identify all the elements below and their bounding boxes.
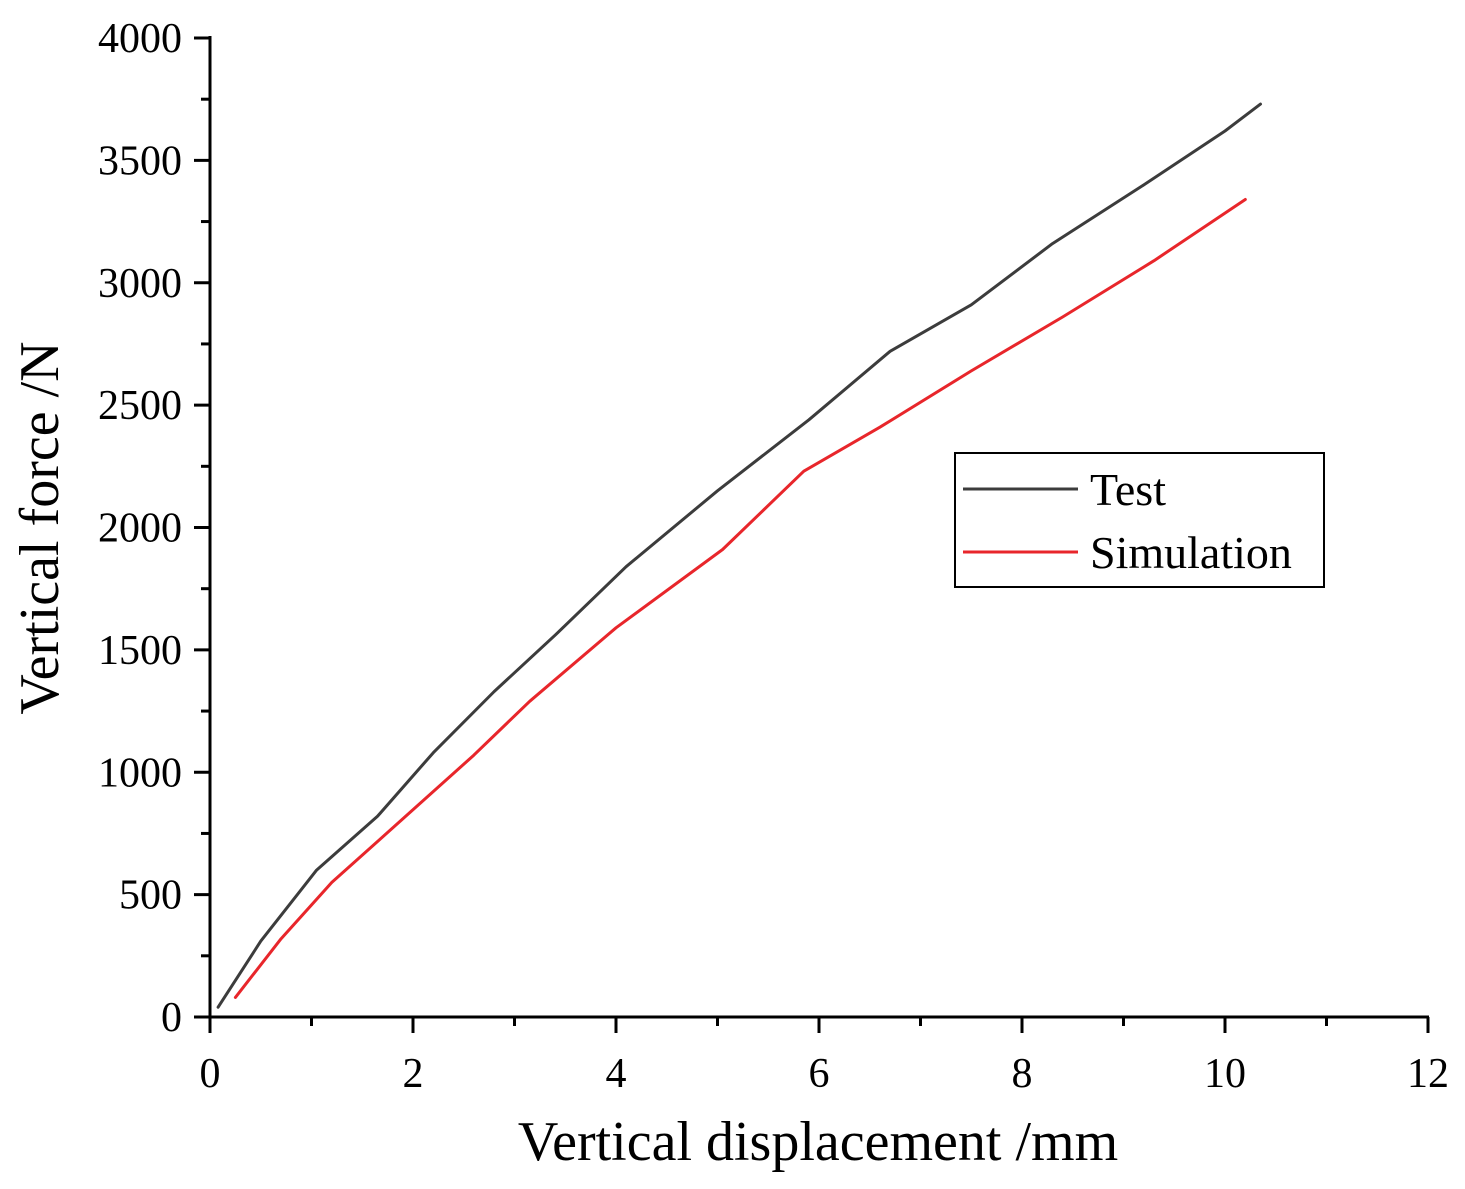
legend-label-simulation: Simulation <box>1090 527 1292 578</box>
legend-box <box>954 452 1325 588</box>
y-axis-ticks: 0 500 1000 1500 2000 2500 3000 3500 4000 <box>98 16 210 1041</box>
y-tick-label: 2500 <box>98 383 182 429</box>
x-tick-label: 8 <box>1012 1051 1033 1097</box>
x-tick-label: 2 <box>403 1051 424 1097</box>
y-tick-label: 1500 <box>98 628 182 674</box>
plot-lines <box>216 102 1262 1009</box>
x-tick-label: 10 <box>1204 1051 1246 1097</box>
y-tick-label: 4000 <box>98 16 182 62</box>
y-tick-label: 2000 <box>98 506 182 552</box>
series-line-test <box>216 102 1262 1009</box>
x-axis-title: Vertical displacement /mm <box>518 1111 1118 1173</box>
y-tick-label: 0 <box>161 995 182 1041</box>
legend: Test Simulation <box>954 452 1325 588</box>
x-tick-label: 0 <box>200 1051 221 1097</box>
x-tick-label: 6 <box>809 1051 830 1097</box>
x-tick-label: 12 <box>1407 1051 1449 1097</box>
y-axis-title: Vertical force /N <box>9 341 71 714</box>
y-tick-label: 500 <box>119 873 182 919</box>
x-tick-label: 4 <box>606 1051 627 1097</box>
y-tick-label: 3000 <box>98 261 182 307</box>
y-tick-label: 3500 <box>98 138 182 184</box>
y-tick-label: 1000 <box>98 750 182 796</box>
legend-label-test: Test <box>1090 464 1166 515</box>
series-line-simulation <box>233 198 1247 999</box>
x-axis-ticks: 0 2 4 6 8 10 12 <box>200 1017 1449 1097</box>
